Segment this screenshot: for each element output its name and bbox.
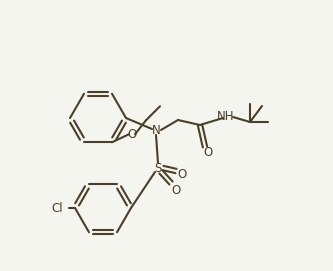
Text: S: S xyxy=(154,162,162,175)
Text: Cl: Cl xyxy=(51,202,63,215)
Text: O: O xyxy=(203,146,213,159)
Text: N: N xyxy=(152,124,161,137)
Text: O: O xyxy=(171,185,180,198)
Text: NH: NH xyxy=(217,111,235,124)
Text: O: O xyxy=(177,169,186,182)
Text: O: O xyxy=(128,128,137,141)
